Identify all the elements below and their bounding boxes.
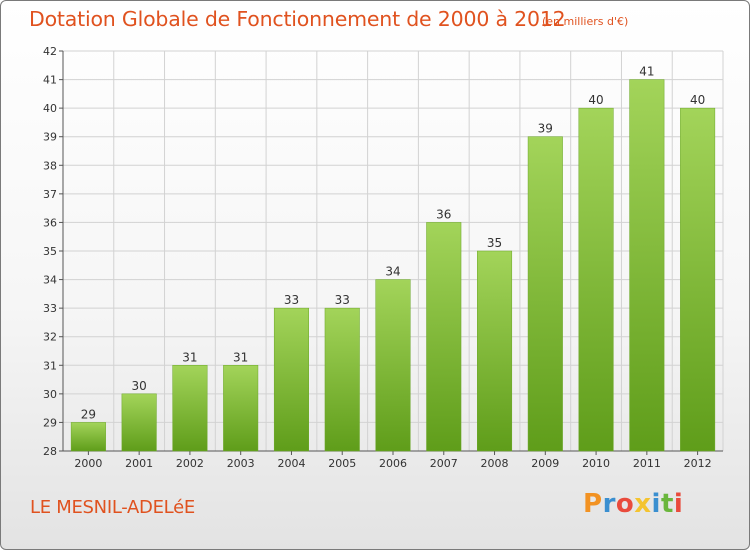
- value-label-2003: 31: [233, 350, 248, 364]
- logo-letter: t: [660, 489, 674, 519]
- bar-2006: [375, 279, 411, 452]
- x-tick-label-2008: 2008: [481, 457, 509, 470]
- x-tick-label-2007: 2007: [430, 457, 458, 470]
- x-tick-label-2002: 2002: [176, 457, 204, 470]
- y-tick-label: 34: [43, 274, 57, 287]
- logo-letter: i: [651, 489, 661, 519]
- proxiti-logo[interactable]: Proxiti: [583, 489, 683, 519]
- bar-2008: [477, 250, 513, 452]
- bar-2003: [223, 365, 259, 452]
- x-tick-label-2000: 2000: [74, 457, 102, 470]
- x-tick-label-2004: 2004: [277, 457, 305, 470]
- value-label-2007: 36: [436, 207, 451, 221]
- chart-title: Dotation Globale de Fonctionnement de 20…: [29, 7, 566, 31]
- bar-2011: [629, 79, 665, 452]
- bar-2002: [172, 365, 208, 452]
- logo-letter: o: [615, 489, 635, 519]
- x-tick-label-2010: 2010: [582, 457, 610, 470]
- x-tick-label-2001: 2001: [125, 457, 153, 470]
- x-tick-label-2012: 2012: [684, 457, 712, 470]
- y-tick-label: 28: [43, 445, 57, 458]
- logo-letter: i: [673, 489, 684, 519]
- bar-2004: [273, 307, 309, 452]
- bar-2005: [324, 307, 360, 452]
- value-label-2005: 33: [335, 293, 350, 307]
- logo-letter: x: [634, 489, 652, 519]
- bar-2009: [527, 136, 563, 452]
- value-label-2001: 30: [132, 379, 147, 393]
- y-tick-label: 32: [43, 331, 57, 344]
- x-tick-label-2011: 2011: [633, 457, 661, 470]
- y-tick-label: 39: [43, 131, 57, 144]
- y-tick-label: 31: [43, 359, 57, 372]
- value-label-2008: 35: [487, 236, 502, 250]
- y-tick-label: 30: [43, 388, 57, 401]
- x-tick-label-2003: 2003: [227, 457, 255, 470]
- y-tick-label: 33: [43, 302, 57, 315]
- commune-name: LE MESNIL-ADELéE: [30, 497, 195, 518]
- value-label-2010: 40: [588, 93, 603, 107]
- labels: 28 29 30 31 32 33 34 35 36 37 38 39 40 41 42 2000 29 2001…: [43, 45, 712, 470]
- value-label-2004: 33: [284, 293, 299, 307]
- x-tick-label-2006: 2006: [379, 457, 407, 470]
- y-tick-label: 35: [43, 245, 57, 258]
- y-tick-label: 29: [43, 416, 57, 429]
- bar-2000: [70, 422, 106, 452]
- bar-2007: [426, 222, 462, 452]
- y-tick-label: 37: [43, 188, 57, 201]
- value-label-2002: 31: [182, 350, 197, 364]
- logo-letter: r: [602, 489, 616, 519]
- y-tick-label: 40: [43, 102, 57, 115]
- x-tick-label-2005: 2005: [328, 457, 356, 470]
- bars: [70, 79, 716, 452]
- y-tick-label: 36: [43, 216, 57, 229]
- bar-2010: [578, 107, 614, 452]
- x-tick-label-2009: 2009: [531, 457, 559, 470]
- y-tick-label: 41: [43, 74, 57, 87]
- value-label-2012: 40: [690, 93, 705, 107]
- value-label-2009: 39: [538, 122, 553, 136]
- value-label-2011: 41: [639, 65, 654, 79]
- y-tick-label: 38: [43, 159, 57, 172]
- logo-letter: P: [583, 489, 603, 519]
- y-tick-label: 42: [43, 45, 57, 58]
- value-label-2006: 34: [385, 265, 400, 279]
- value-label-2000: 29: [81, 407, 96, 421]
- bar-2001: [121, 393, 157, 452]
- bar-2012: [680, 107, 716, 452]
- chart-unit-label: (en milliers d'€): [542, 15, 629, 28]
